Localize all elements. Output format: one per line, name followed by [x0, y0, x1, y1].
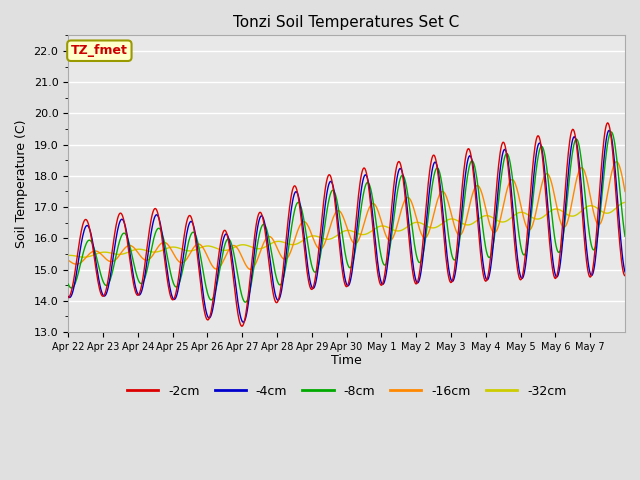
Text: TZ_fmet: TZ_fmet: [71, 44, 128, 57]
X-axis label: Time: Time: [332, 354, 362, 368]
Y-axis label: Soil Temperature (C): Soil Temperature (C): [15, 120, 28, 248]
Title: Tonzi Soil Temperatures Set C: Tonzi Soil Temperatures Set C: [234, 15, 460, 30]
Legend: -2cm, -4cm, -8cm, -16cm, -32cm: -2cm, -4cm, -8cm, -16cm, -32cm: [122, 380, 572, 403]
